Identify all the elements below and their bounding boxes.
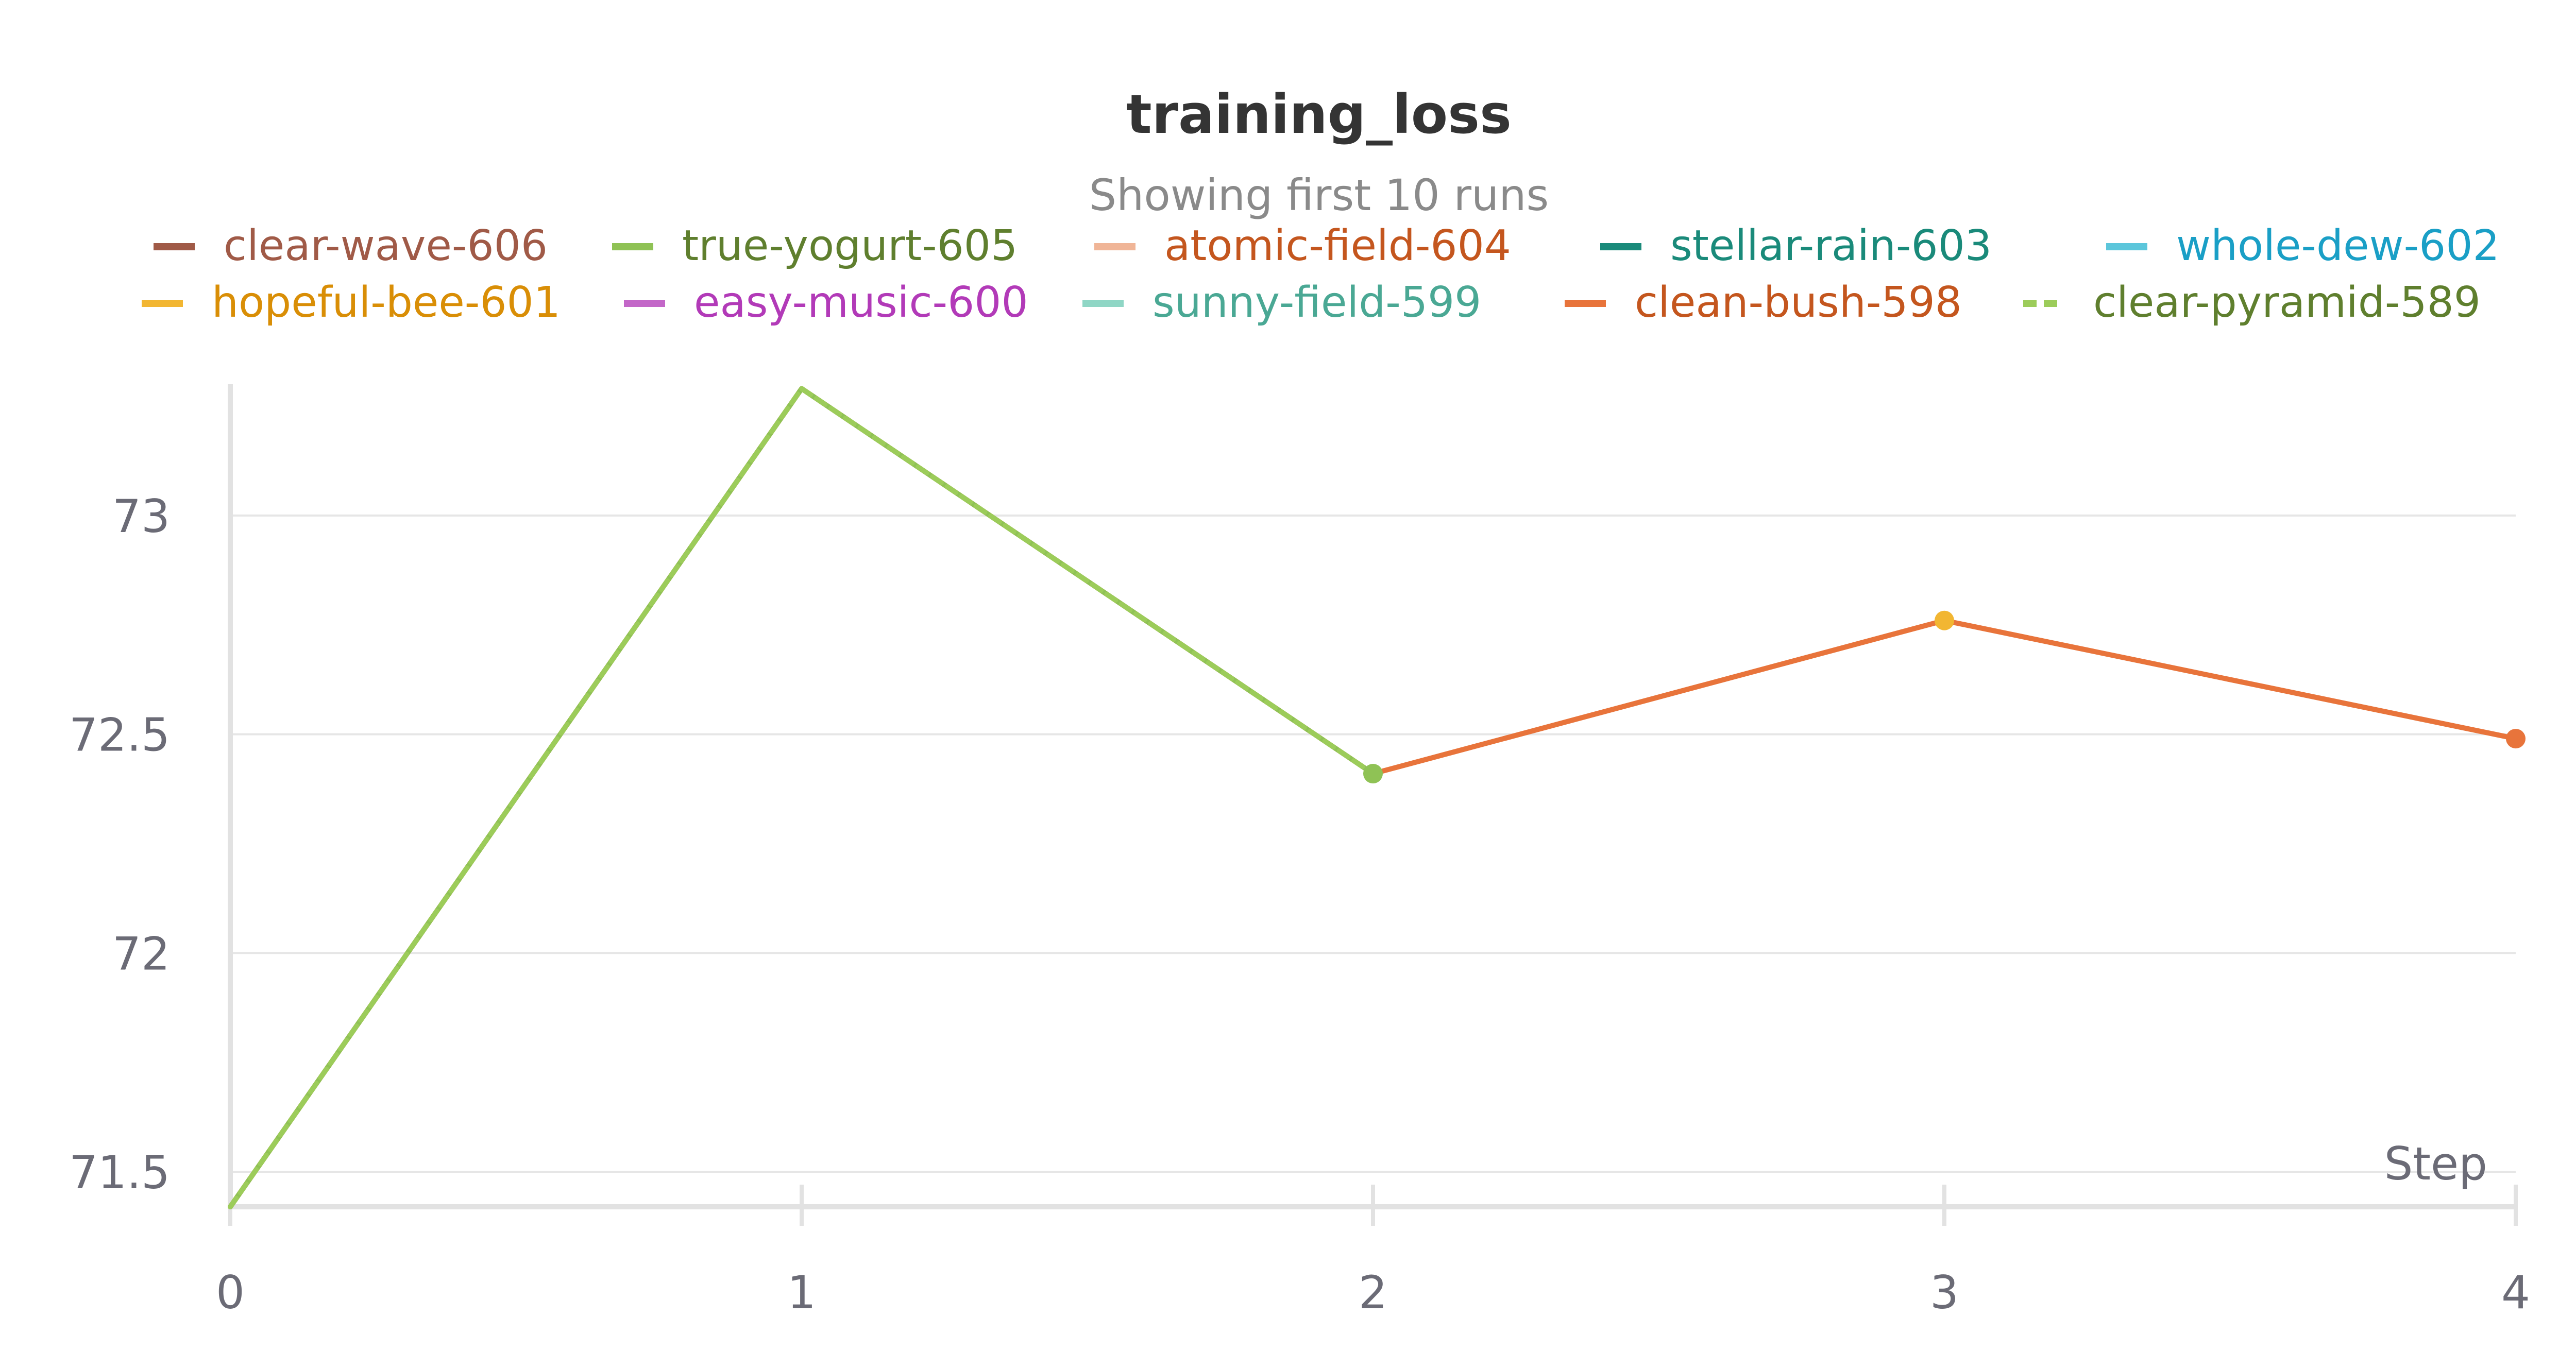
series-point-clean-bush-598 [2506,729,2526,749]
legend-label: whole-dew-602 [2176,221,2500,270]
legend-label: hopeful-bee-601 [212,278,561,327]
legend-item-easy-music-600[interactable]: easy-music-600 [624,278,1028,327]
series-line-clear-pyramid-589 [228,386,1376,1209]
legend-label: easy-music-600 [694,278,1028,327]
chart-subtitle: Showing first 10 runs [1089,170,1549,220]
legend-item-stellar-rain-603[interactable]: stellar-rain-603 [1600,221,1992,270]
x-tick-label: 3 [1930,1266,1959,1319]
x-tick-label: 0 [216,1266,245,1319]
legend-label: true-yogurt-605 [682,221,1018,270]
legend-item-atomic-field-604[interactable]: atomic-field-604 [1094,221,1511,270]
x-tick-label: 2 [1359,1266,1387,1319]
legend-item-clear-wave-606[interactable]: clear-wave-606 [154,221,548,270]
series-line-clean-bush-598 [228,386,2518,1209]
x-tick-label: 1 [787,1266,816,1319]
y-tick-label: 72 [112,927,170,980]
legend-item-whole-dew-602[interactable]: whole-dew-602 [2106,221,2500,270]
series-line-true-yogurt-605 [228,386,1376,1209]
legend-label: clean-bush-598 [1635,278,1962,327]
legend-item-true-yogurt-605[interactable]: true-yogurt-605 [612,221,1018,270]
legend-label: clear-pyramid-589 [2093,278,2481,327]
series-point-true-yogurt-605 [1363,764,1383,784]
x-axis-label: Step [2384,1137,2487,1190]
legend-item-sunny-field-599[interactable]: sunny-field-599 [1082,278,1481,327]
y-tick-label: 73 [112,490,170,543]
legend-item-clean-bush-598[interactable]: clean-bush-598 [1565,278,1962,327]
y-tick-label: 72.5 [69,709,170,762]
axes: 0 1 2 3 4 [216,384,2530,1319]
x-tick-label: 4 [2501,1266,2530,1319]
legend-item-hopeful-bee-601[interactable]: hopeful-bee-601 [142,278,561,327]
y-tick-label: 71.5 [69,1146,170,1199]
series-layer [228,386,2526,1209]
gridlines: 71.5 72 72.5 73 [69,490,2516,1199]
chart-title: training_loss [1126,83,1512,146]
legend-item-clear-pyramid-589[interactable]: clear-pyramid-589 [2023,278,2481,327]
legend-label: stellar-rain-603 [1670,221,1992,270]
legend-label: clear-wave-606 [224,221,548,270]
series-point-hopeful-bee-601 [1935,610,1954,630]
legend-label: atomic-field-604 [1164,221,1511,270]
legend: clear-wave-606 true-yogurt-605 atomic-fiel… [142,221,2500,327]
legend-label: sunny-field-599 [1153,278,1481,327]
